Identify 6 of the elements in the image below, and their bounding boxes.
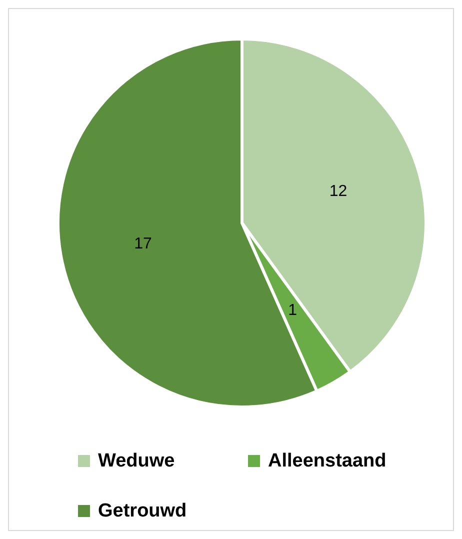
data-label: 17 [134,236,152,253]
legend-label: Alleenstaand [268,450,386,472]
legend-label: Getrouwd [98,500,187,522]
data-label: 12 [329,183,348,200]
legend-label: Weduwe [98,450,175,472]
data-label: 1 [288,302,298,320]
